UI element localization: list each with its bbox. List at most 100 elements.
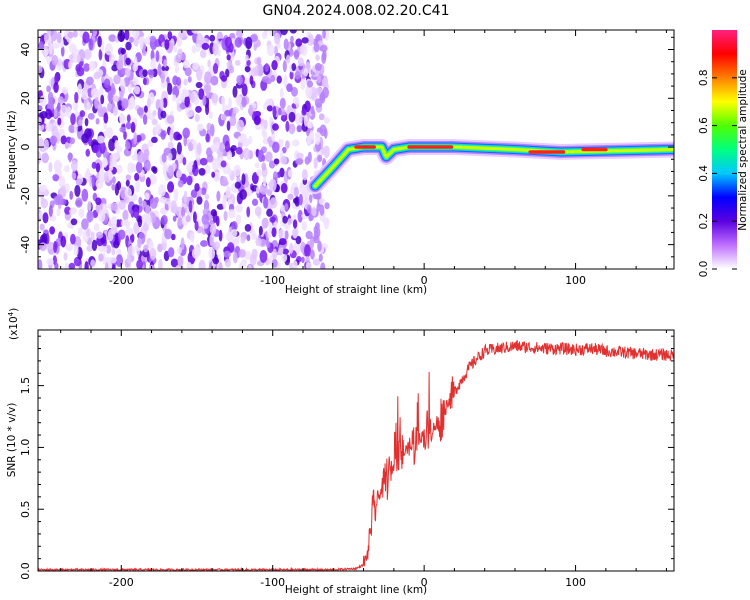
noise-speck bbox=[61, 86, 69, 95]
noise-speck bbox=[81, 133, 90, 144]
noise-speck bbox=[279, 87, 284, 98]
noise-speck bbox=[284, 202, 289, 211]
noise-speck bbox=[234, 59, 241, 66]
noise-speck bbox=[102, 157, 108, 168]
noise-speck bbox=[234, 37, 242, 48]
noise-speck bbox=[70, 218, 78, 226]
y-tick-label: -40 bbox=[19, 236, 32, 254]
snr-panel: -200 -100 0 100 0.0 0.5 1.0 1.5 Height of stra… bbox=[6, 308, 675, 596]
noise-speck bbox=[68, 262, 76, 269]
noise-speck bbox=[272, 123, 279, 131]
noise-speck bbox=[167, 141, 174, 150]
noise-speck bbox=[74, 91, 79, 104]
noise-speck bbox=[205, 133, 210, 143]
noise-speck bbox=[123, 219, 130, 227]
noise-speck bbox=[129, 95, 135, 108]
noise-speck bbox=[176, 169, 182, 178]
noise-speck bbox=[99, 140, 106, 154]
noise-speck bbox=[124, 141, 131, 150]
noise-speck bbox=[323, 116, 330, 124]
noise-speck bbox=[300, 44, 308, 56]
noise-speck bbox=[324, 202, 330, 210]
noise-speck bbox=[256, 169, 263, 177]
noise-speck bbox=[314, 62, 322, 71]
spectrogram-frame bbox=[37, 29, 675, 270]
noise-speck bbox=[207, 59, 211, 68]
noise-speck bbox=[107, 102, 112, 112]
noise-speck bbox=[196, 196, 203, 205]
noise-speck bbox=[167, 247, 175, 258]
noise-speck bbox=[71, 172, 77, 181]
noise-speck bbox=[180, 53, 187, 61]
noise-speck bbox=[196, 68, 203, 81]
noise-speck bbox=[142, 114, 148, 125]
noise-speck bbox=[86, 210, 94, 223]
noise-speck bbox=[315, 54, 320, 61]
noise-speck bbox=[276, 75, 282, 84]
noise-speck bbox=[226, 150, 233, 161]
noise-speck bbox=[290, 86, 298, 97]
noise-speck bbox=[212, 158, 219, 171]
noise-speck bbox=[86, 228, 91, 238]
noise-speck bbox=[70, 159, 78, 172]
noise-speck bbox=[198, 167, 206, 176]
noise-speck bbox=[167, 181, 175, 193]
noise-speck bbox=[249, 75, 254, 86]
noise-speck bbox=[125, 41, 132, 51]
noise-speck bbox=[57, 117, 62, 126]
noise-speck bbox=[177, 246, 182, 255]
colorbar-label: Normalized spectral amplitude bbox=[737, 69, 749, 230]
noise-speck bbox=[278, 238, 287, 246]
noise-speck bbox=[86, 167, 90, 178]
noise-speck bbox=[38, 259, 43, 269]
noise-speck bbox=[93, 72, 101, 80]
noise-speck bbox=[307, 34, 315, 46]
noise-speck bbox=[111, 264, 116, 269]
noise-speck bbox=[321, 52, 327, 64]
noise-speck bbox=[273, 45, 278, 56]
noise-speck bbox=[68, 60, 73, 70]
noise-speck bbox=[228, 97, 232, 110]
noise-speck bbox=[297, 209, 303, 223]
noise-speck bbox=[301, 108, 307, 116]
noise-speck bbox=[314, 222, 320, 230]
noise-speck bbox=[90, 259, 96, 268]
noise-speck bbox=[241, 173, 246, 186]
noise-speck bbox=[309, 237, 315, 250]
noise-speck bbox=[134, 172, 140, 182]
noise-speck bbox=[46, 242, 55, 250]
noise-speck bbox=[111, 248, 116, 256]
noise-speck bbox=[210, 208, 217, 217]
noise-speck bbox=[311, 94, 318, 102]
noise-speck bbox=[282, 248, 290, 255]
noise-speck bbox=[38, 138, 45, 150]
noise-speck bbox=[303, 114, 308, 127]
noise-speck bbox=[212, 62, 219, 74]
noise-speck bbox=[177, 216, 182, 227]
noise-speck bbox=[265, 98, 273, 106]
noise-speck bbox=[316, 154, 323, 163]
noise-speck bbox=[95, 197, 102, 206]
noise-speck bbox=[238, 248, 246, 258]
noise-speck bbox=[75, 197, 83, 208]
colorbar-gradient bbox=[712, 30, 737, 269]
noise-speck bbox=[122, 209, 129, 222]
noise-speck bbox=[108, 34, 117, 42]
noise-speck bbox=[48, 204, 53, 217]
noise-speck bbox=[119, 90, 124, 102]
noise-speck bbox=[305, 85, 313, 99]
noise-speck bbox=[163, 59, 168, 68]
noise-speck bbox=[211, 93, 219, 104]
noise-speck bbox=[119, 114, 126, 125]
noise-speck bbox=[91, 161, 97, 169]
noise-speck bbox=[63, 252, 68, 261]
noise-speck bbox=[198, 259, 206, 269]
noise-speck bbox=[228, 42, 234, 53]
snr-x-ticks: -200 -100 0 100 bbox=[60, 330, 667, 589]
noise-speck bbox=[317, 240, 322, 252]
x-tick-label: -100 bbox=[260, 274, 285, 287]
noise-speck bbox=[226, 242, 235, 253]
noise-speck bbox=[109, 153, 117, 166]
noise-speck bbox=[126, 252, 131, 264]
noise-speck bbox=[281, 146, 287, 154]
